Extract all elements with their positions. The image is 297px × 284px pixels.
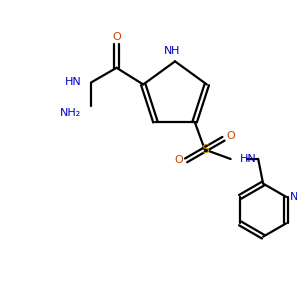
Text: S: S	[201, 143, 209, 156]
Text: NH₂: NH₂	[60, 108, 81, 118]
Text: N: N	[290, 192, 297, 202]
Text: H: H	[171, 45, 179, 56]
Text: O: O	[112, 32, 121, 42]
Text: O: O	[226, 131, 235, 141]
Text: HN: HN	[64, 77, 81, 87]
Text: O: O	[175, 155, 184, 165]
Text: N: N	[164, 45, 172, 56]
Text: HN: HN	[239, 154, 256, 164]
